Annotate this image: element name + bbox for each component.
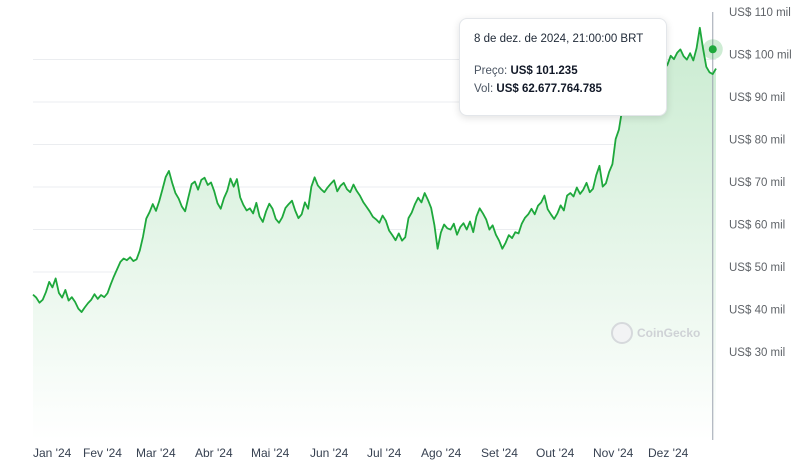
x-tick-label: Dez '24 xyxy=(648,446,689,460)
price-tooltip: 8 de dez. de 2024, 21:00:00 BRT Preço: U… xyxy=(459,18,667,116)
coingecko-logo-icon xyxy=(611,322,633,344)
price-area-fill xyxy=(33,27,716,440)
x-tick-label: Mar '24 xyxy=(136,446,176,460)
y-tick-label: US$ 30 mil xyxy=(729,347,785,359)
highlight-point xyxy=(708,45,717,54)
x-tick-label: Ago '24 xyxy=(421,446,462,460)
y-tick-label: US$ 40 mil xyxy=(729,305,785,317)
watermark-text: CoinGecko xyxy=(637,326,701,340)
x-tick-label: Set '24 xyxy=(481,446,518,460)
tooltip-date: 8 de dez. de 2024, 21:00:00 BRT xyxy=(474,33,644,45)
x-tick-label: Abr '24 xyxy=(195,446,233,460)
x-tick-label: Jan '24 xyxy=(33,446,72,460)
x-tick-label: Nov '24 xyxy=(593,446,634,460)
price-line[interactable] xyxy=(32,26,717,313)
x-axis-ticks: Jan '24 Fev '24 Mar '24 Abr '24 Mai '24 Jun '… xyxy=(33,446,689,460)
x-tick-label: Out '24 xyxy=(536,446,575,460)
tooltip-price-label: Preço: xyxy=(474,65,508,77)
coingecko-watermark: CoinGecko xyxy=(611,322,700,344)
x-tick-label: Jun '24 xyxy=(310,446,349,460)
highlight-halo xyxy=(702,39,723,60)
y-tick-label: US$ 60 mil xyxy=(729,220,785,232)
tooltip-price-row: Preço: US$ 101.235 xyxy=(474,65,652,77)
tooltip-vol-value: US$ 62.677.764.785 xyxy=(496,83,602,95)
y-tick-label: US$ 90 mil xyxy=(729,92,785,104)
y-tick-label: US$ 50 mil xyxy=(729,262,785,274)
y-tick-label: US$ 70 mil xyxy=(729,177,785,189)
tooltip-vol-label: Vol: xyxy=(474,83,494,95)
y-tick-label: US$ 100 mil xyxy=(729,50,792,62)
x-tick-label: Jul '24 xyxy=(367,446,402,460)
y-tick-label: US$ 80 mil xyxy=(729,135,785,147)
x-tick-label: Fev '24 xyxy=(83,446,122,460)
x-tick-label: Mai '24 xyxy=(251,446,290,460)
tooltip-vol-row: Vol: US$ 62.677.764.785 xyxy=(474,83,652,95)
y-tick-label: US$ 110 mil xyxy=(729,7,791,19)
y-axis-ticks: US$ 30 mil US$ 40 mil US$ 50 mil US$ 60 mil… xyxy=(729,7,792,359)
tooltip-price-value: US$ 101.235 xyxy=(510,65,578,77)
